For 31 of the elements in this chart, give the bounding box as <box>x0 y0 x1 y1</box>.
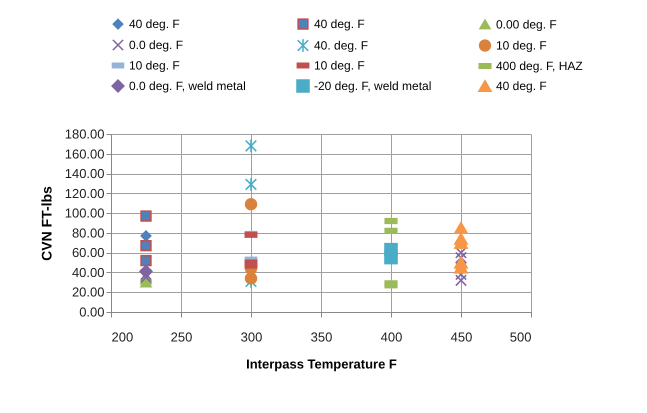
legend-label: 0.0 deg. F <box>129 38 184 52</box>
x-tick-label: 450 <box>450 330 472 344</box>
legend-label: 40. deg. F <box>314 38 368 52</box>
x-tick-label: 350 <box>310 330 332 344</box>
x-tick-label: 300 <box>240 330 262 344</box>
x-tick-label: 400 <box>380 330 402 344</box>
y-tick-label: 20.00 <box>72 284 104 300</box>
x-tick-label: 250 <box>170 330 192 344</box>
y-tick-label: 160.00 <box>64 146 104 162</box>
legend-label: 0.00 deg. F <box>496 17 557 32</box>
x-tick-label: 500 <box>510 330 532 344</box>
y-tick-label: 120.00 <box>64 186 104 201</box>
legend-label: -20 deg. F, weld metal <box>314 79 432 93</box>
legend-label: 10 deg. F <box>314 58 365 72</box>
y-tick-label: 100.00 <box>64 206 104 221</box>
legend-label: 400 deg. F, HAZ <box>496 59 583 73</box>
y-tick-label: 80.00 <box>72 225 104 240</box>
x-tick-label: 200 <box>112 330 134 344</box>
legend-label: 0.0 deg. F, weld metal <box>129 79 246 93</box>
legend-label: 10 deg. F <box>496 38 547 52</box>
y-tick-label: 40.00 <box>72 264 104 280</box>
y-tick-label: 60.00 <box>72 245 104 260</box>
y-tick-label: 180.00 <box>64 126 104 142</box>
y-axis-title: CVN FT-lbs <box>38 186 55 261</box>
legend-label: 40 deg. F <box>129 17 180 32</box>
legend-label: 40 deg. F <box>496 79 547 93</box>
y-tick-label: 0.00 <box>79 304 104 320</box>
y-tick-label: 140.00 <box>64 166 104 182</box>
legend-label: 10 deg. F <box>129 58 180 72</box>
x-axis-title: Interpass Temperature F <box>246 356 397 372</box>
legend-label: 40 deg. F <box>314 17 365 32</box>
